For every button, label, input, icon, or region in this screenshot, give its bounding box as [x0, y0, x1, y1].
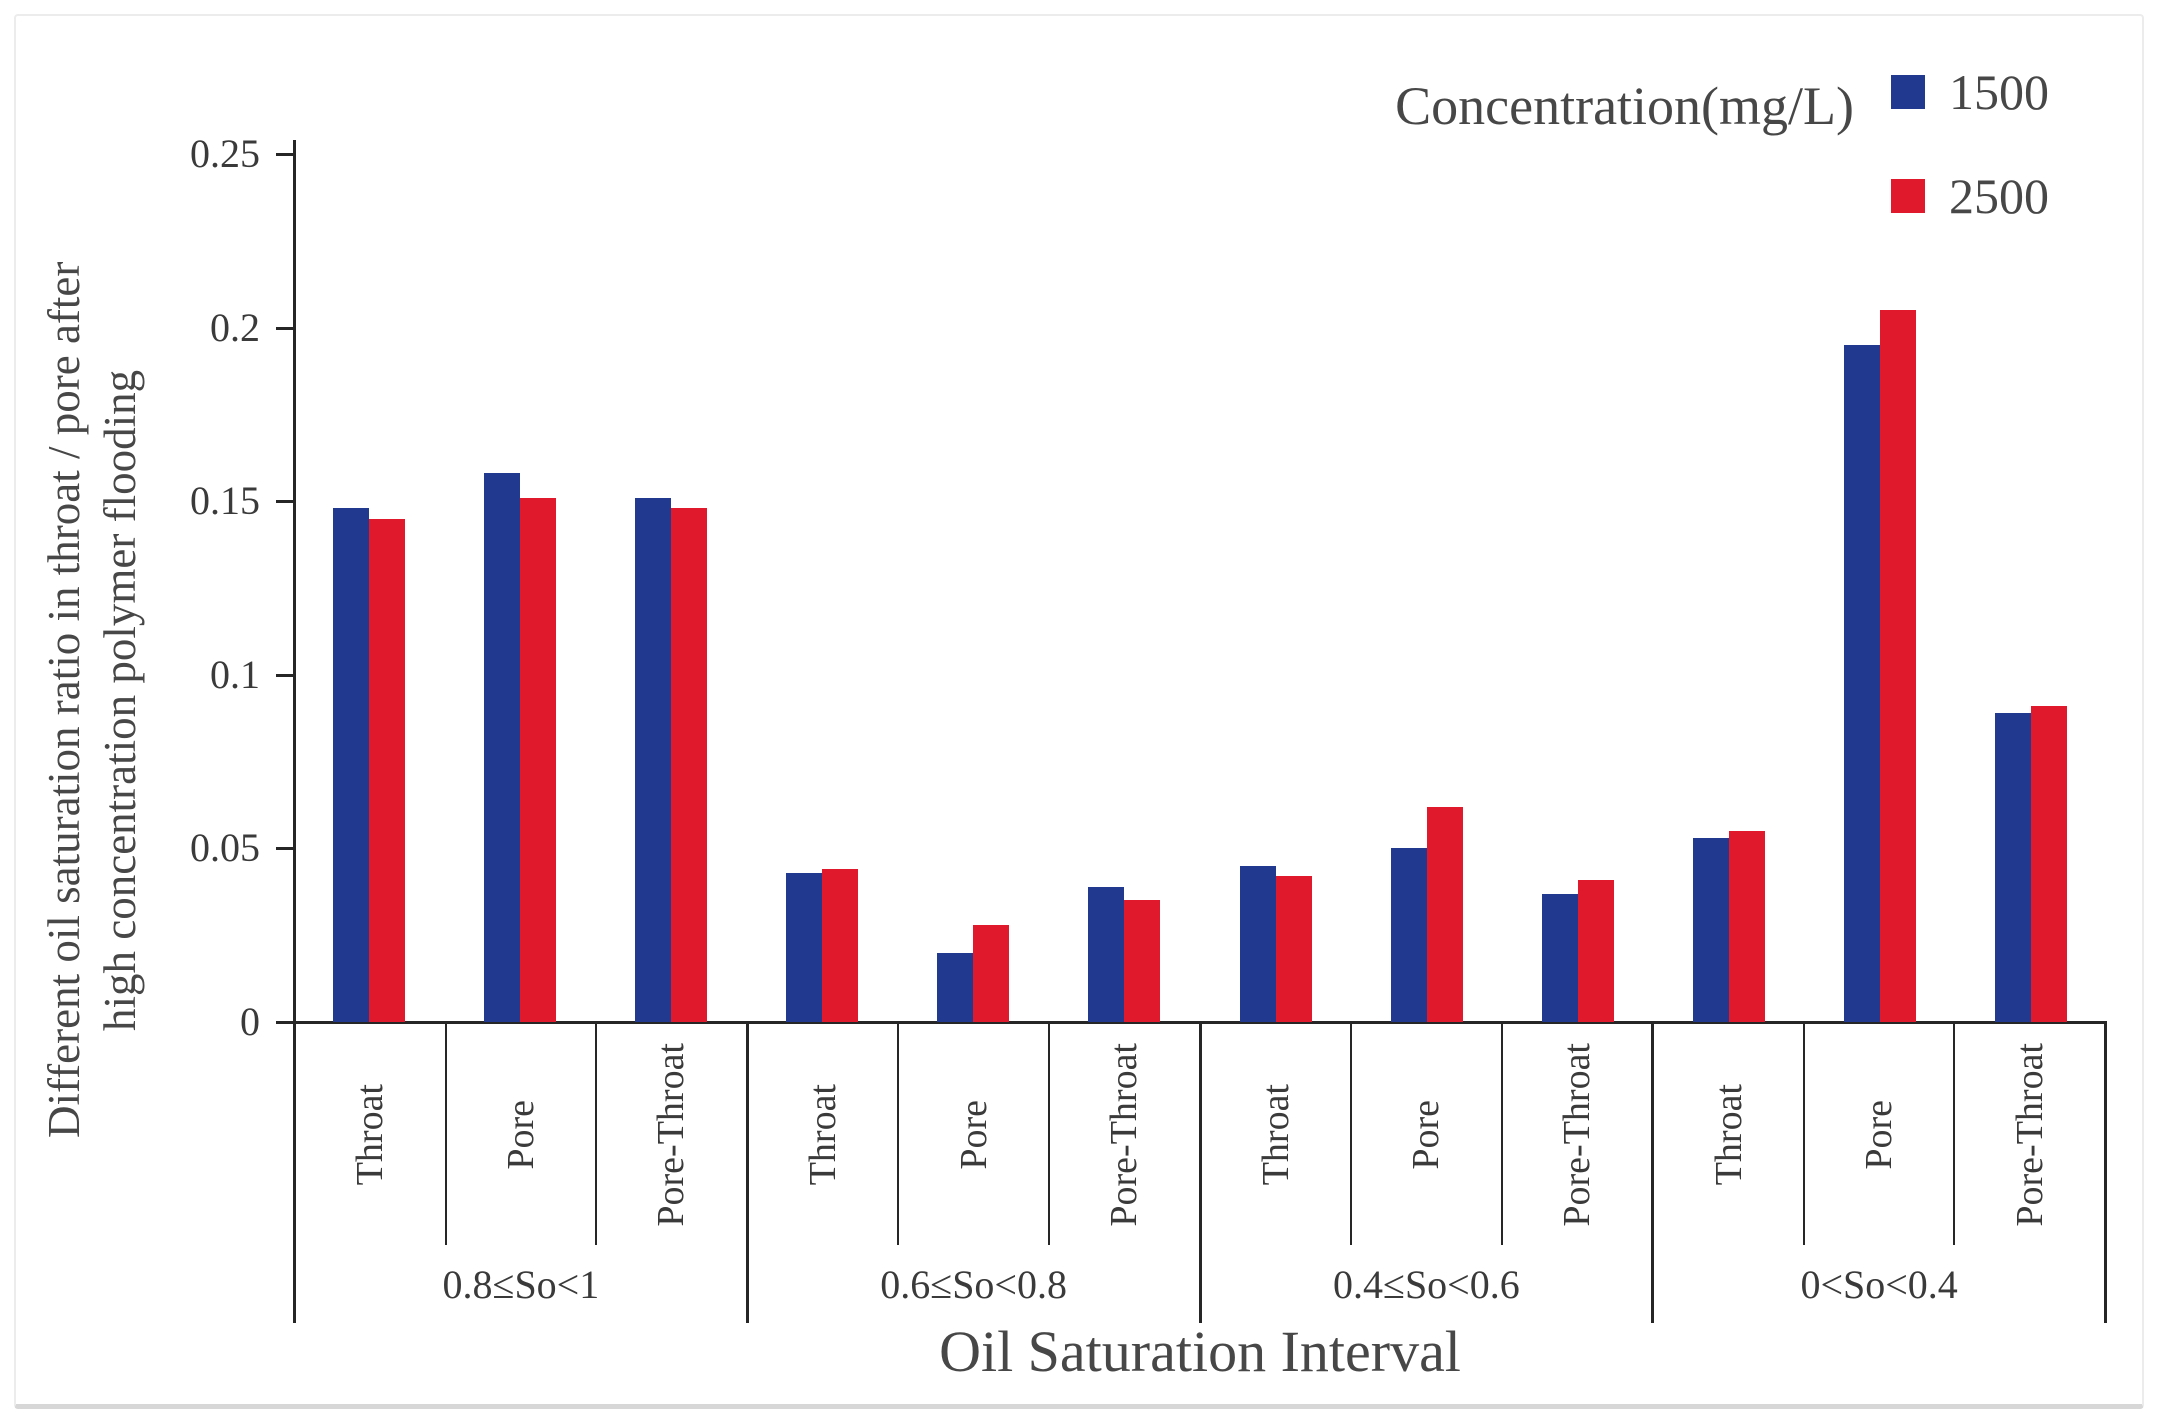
- y-tick-mark-0: [276, 1021, 295, 1024]
- x-cell-0.6≤So<0.8-Throat: Throat: [749, 1024, 898, 1245]
- x-category-label: Pore: [499, 1099, 542, 1170]
- x-category-label: Pore-Throat: [2008, 1042, 2051, 1227]
- bar-2500-0<So<0.4-Throat: [1729, 831, 1765, 1022]
- x-cell-0.8≤So<1-Pore: Pore: [444, 1024, 596, 1245]
- legend-title: Concentration(mg/L): [1395, 76, 1854, 136]
- x-group-label: 0<So<0.4: [1800, 1261, 1958, 1307]
- legend-swatch-1500: [1891, 75, 1925, 109]
- legend-swatch-2500: [1891, 179, 1925, 213]
- x-category-label: Pore: [1405, 1099, 1448, 1170]
- bar-1500-0.4≤So<0.6-Pore: [1391, 848, 1427, 1022]
- bar-1500-0.4≤So<0.6-Pore-Throat: [1542, 894, 1578, 1022]
- bar-2500-0.8≤So<1-Pore-Throat: [671, 508, 707, 1022]
- x-category-label: Throat: [349, 1083, 392, 1186]
- bar-2500-0<So<0.4-Pore-Throat: [2031, 706, 2067, 1022]
- y-axis-title-line1: Different oil saturation ratio in throat…: [39, 261, 89, 1139]
- x-cell-0.8≤So<1-Pore-Throat: Pore-Throat: [595, 1024, 746, 1245]
- y-tick-mark-0.2: [276, 326, 295, 330]
- x-cell-0.8≤So<1-Throat: Throat: [296, 1024, 445, 1245]
- bar-2500-0.6≤So<0.8-Pore-Throat: [1124, 900, 1160, 1022]
- y-tick-label-0.2: 0.2: [210, 304, 260, 350]
- y-tick-mark-0.25: [276, 153, 295, 156]
- legend-entry-2500: 2500: [1891, 168, 2049, 224]
- y-tick-mark-0.15: [276, 500, 295, 504]
- bar-2500-0.4≤So<0.6-Pore-Throat: [1578, 880, 1614, 1022]
- x-group-0.6≤So<0.8: Throat Pore Pore-Throat 0.6≤So<0.8: [745, 1024, 1199, 1323]
- bar-2500-0.8≤So<1-Throat: [369, 519, 405, 1022]
- x-axis-line: [293, 1021, 2107, 1024]
- bar-2500-0.4≤So<0.6-Throat: [1276, 876, 1312, 1022]
- x-axis-category-table: Throat Pore Pore-Throat 0.8≤So<1 Throat Pore P…: [293, 1024, 2107, 1323]
- bar-2500-0.6≤So<0.8-Throat: [822, 869, 858, 1022]
- y-axis-line: [293, 140, 296, 1024]
- x-category-label: Pore-Throat: [650, 1042, 693, 1227]
- bar-2500-0.8≤So<1-Pore: [520, 498, 556, 1022]
- x-cell-0.4≤So<0.6-Pore-Throat: Pore-Throat: [1500, 1024, 1652, 1245]
- x-category-label: Throat: [1707, 1083, 1750, 1186]
- y-tick-mark-0.1: [276, 673, 295, 677]
- x-axis-title: Oil Saturation Interval: [939, 1319, 1461, 1384]
- x-cell-0.4≤So<0.6-Throat: Throat: [1202, 1024, 1351, 1245]
- x-group-label: 0.6≤So<0.8: [880, 1261, 1067, 1307]
- x-subcategory-row: Throat Pore Pore-Throat: [296, 1024, 746, 1245]
- x-cell-0.6≤So<0.8-Pore: Pore: [897, 1024, 1048, 1245]
- legend-label: 1500: [1949, 64, 2049, 120]
- bar-2500-0.4≤So<0.6-Pore: [1427, 807, 1463, 1022]
- x-subcategory-row: Throat Pore Pore-Throat: [1654, 1024, 2104, 1245]
- x-cell-0.4≤So<0.6-Pore: Pore: [1350, 1024, 1501, 1245]
- x-group-label: 0.4≤So<0.6: [1332, 1261, 1520, 1307]
- bar-1500-0<So<0.4-Pore: [1844, 345, 1880, 1022]
- bar-1500-0.8≤So<1-Pore: [484, 473, 520, 1022]
- bar-1500-0.6≤So<0.8-Pore-Throat: [1088, 887, 1124, 1022]
- bar-2500-0.6≤So<0.8-Pore: [973, 925, 1009, 1022]
- x-cell-0<So<0.4-Pore: Pore: [1802, 1024, 1954, 1245]
- x-cell-0.6≤So<0.8-Pore-Throat: Pore-Throat: [1047, 1024, 1199, 1245]
- bar-1500-0.4≤So<0.6-Throat: [1240, 866, 1276, 1022]
- bar-1500-0.6≤So<0.8-Throat: [786, 873, 822, 1022]
- x-subcategory-row: Throat Pore Pore-Throat: [749, 1024, 1199, 1245]
- bar-1500-0.8≤So<1-Pore-Throat: [635, 498, 671, 1022]
- y-tick-label-0.1: 0.1: [210, 651, 260, 697]
- x-group-0.8≤So<1: Throat Pore Pore-Throat 0.8≤So<1: [293, 1024, 746, 1323]
- legend-label: 2500: [1949, 168, 2049, 224]
- y-tick-label-0.15: 0.15: [190, 478, 260, 524]
- x-group-0.4≤So<0.6: Throat Pore Pore-Throat 0.4≤So<0.6: [1198, 1024, 1652, 1323]
- bar-1500-0<So<0.4-Throat: [1693, 838, 1729, 1022]
- x-category-label: Pore-Throat: [1103, 1042, 1146, 1227]
- x-cell-0<So<0.4-Pore-Throat: Pore-Throat: [1953, 1024, 2104, 1245]
- y-tick-mark-0.05: [276, 847, 295, 851]
- y-tick-label-0: 0: [240, 999, 260, 1044]
- legend: 1500 2500: [1891, 64, 2049, 224]
- x-category-label: Throat: [802, 1083, 845, 1186]
- x-category-label: Pore: [1858, 1099, 1901, 1170]
- y-tick-label-0.25: 0.25: [190, 131, 260, 176]
- y-tick-label-0.05: 0.05: [190, 825, 260, 871]
- x-group-0<So<0.4: Throat Pore Pore-Throat 0<So<0.4: [1651, 1024, 2107, 1323]
- legend-entry-1500: 1500: [1891, 64, 2049, 120]
- x-group-label: 0.8≤So<1: [442, 1261, 600, 1307]
- x-category-label: Pore-Throat: [1555, 1042, 1598, 1227]
- x-category-label: Pore: [952, 1099, 995, 1170]
- x-cell-0<So<0.4-Throat: Throat: [1654, 1024, 1803, 1245]
- x-category-label: Throat: [1254, 1083, 1297, 1186]
- bar-1500-0<So<0.4-Pore-Throat: [1995, 713, 2031, 1022]
- x-subcategory-row: Throat Pore Pore-Throat: [1202, 1024, 1652, 1245]
- bar-2500-0<So<0.4-Pore: [1880, 310, 1916, 1022]
- bar-1500-0.6≤So<0.8-Pore: [937, 953, 973, 1022]
- bar-1500-0.8≤So<1-Throat: [333, 508, 369, 1022]
